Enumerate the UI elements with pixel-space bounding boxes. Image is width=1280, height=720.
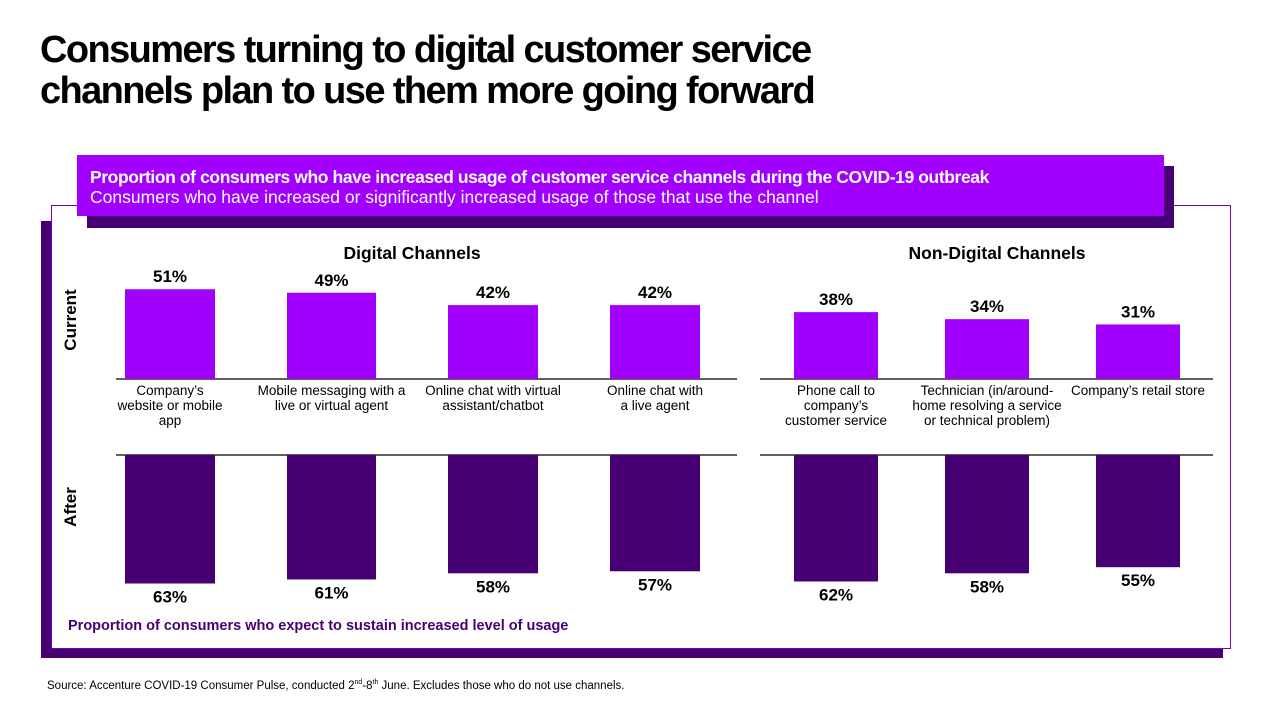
title-line-1: Consumers turning to digital customer se… [40, 29, 812, 71]
value-label-current: 49% [314, 271, 348, 290]
category-label: Company’s website or mobile app [117, 383, 223, 428]
value-label-current: 51% [153, 267, 187, 286]
bar-current [287, 292, 376, 379]
chart-subheading: Consumers who have increased or signific… [90, 187, 819, 207]
value-label-after: 58% [476, 577, 510, 596]
category-label: Company’s retail store [1070, 383, 1206, 398]
category-label: Online chat with virtual assistant/chatb… [425, 383, 561, 413]
bar-current [794, 312, 878, 379]
bar-current [945, 319, 1029, 379]
value-label-after: 63% [153, 588, 187, 607]
bar-current [448, 305, 538, 379]
category-label: Phone call to company’s customer service [784, 383, 888, 428]
value-label-after: 58% [970, 577, 1004, 596]
chart-heading: Proportion of consumers who have increas… [90, 167, 989, 187]
section-title-non-digital: Non-Digital Channels [908, 243, 1086, 263]
category-label: Technician (in/around-home resolving a s… [912, 383, 1062, 428]
value-label-after: 57% [638, 575, 672, 594]
bar-after [287, 455, 376, 580]
bar-after [610, 455, 700, 572]
category-label: Online chat with a live agent [606, 383, 704, 413]
bar-current [125, 289, 215, 379]
bar-current [1096, 324, 1180, 379]
chart-banner: Proportion of consumers who have increas… [77, 155, 1164, 216]
value-label-current: 34% [970, 297, 1004, 316]
value-label-current: 42% [476, 283, 510, 302]
chart-frame [51, 205, 1231, 649]
value-label-after: 61% [314, 583, 348, 602]
value-label-after: 62% [819, 585, 853, 604]
section-title-digital: Digital Channels [343, 243, 481, 263]
bar-after [945, 455, 1029, 574]
bar-after [448, 455, 538, 574]
bar-after [125, 455, 215, 584]
value-label-after: 55% [1121, 571, 1155, 590]
value-label-current: 38% [819, 290, 853, 309]
bar-after [1096, 455, 1180, 568]
bar-current [610, 305, 700, 379]
after-caption: Proportion of consumers who expect to su… [68, 618, 569, 634]
source-note: Source: Accenture COVID-19 Consumer Puls… [47, 679, 625, 692]
page-title: Consumers turning to digital customer se… [40, 30, 1040, 112]
value-label-current: 31% [1121, 302, 1155, 321]
category-label: Mobile messaging with a live or virtual … [257, 383, 406, 413]
value-label-current: 42% [638, 283, 672, 302]
bar-after [794, 455, 878, 582]
title-line-2: channels plan to use them more going for… [40, 70, 816, 112]
